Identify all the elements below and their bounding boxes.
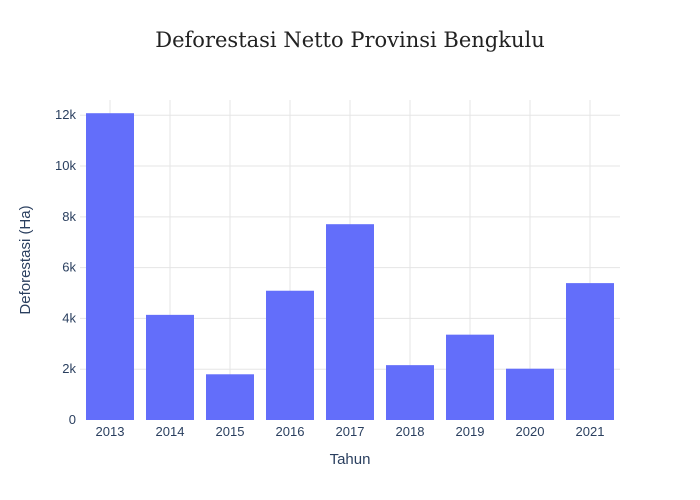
bar-2013[interactable] — [86, 113, 134, 420]
bar-2015[interactable] — [206, 374, 254, 420]
x-tick-label: 2020 — [516, 424, 545, 439]
y-axis-ticks: 0 2k 4k 6k 8k 10k 12k — [55, 107, 76, 427]
bar-2014[interactable] — [146, 314, 194, 420]
x-axis-ticks: 2013 2014 2015 2016 2017 2018 2019 2020 2021 — [96, 424, 605, 439]
y-axis-title: Deforestasi (Ha) — [17, 205, 34, 314]
bar-2019[interactable] — [446, 334, 494, 420]
y-tick-label: 6k — [62, 260, 76, 275]
x-tick-label: 2019 — [456, 424, 485, 439]
y-tick-label: 12k — [55, 107, 76, 122]
y-tick-label: 4k — [62, 310, 76, 325]
bars — [86, 113, 614, 420]
x-tick-label: 2018 — [396, 424, 425, 439]
bar-2018[interactable] — [386, 365, 434, 420]
chart-title: Deforestasi Netto Provinsi Bengkulu — [155, 28, 545, 52]
y-tick-label: 8k — [62, 209, 76, 224]
x-tick-label: 2016 — [276, 424, 305, 439]
y-tick-label: 0 — [69, 412, 76, 427]
y-tick-label: 2k — [62, 361, 76, 376]
x-tick-label: 2015 — [216, 424, 245, 439]
bar-2016[interactable] — [266, 290, 314, 420]
x-tick-label: 2014 — [156, 424, 185, 439]
bar-2020[interactable] — [506, 368, 554, 420]
x-axis-title: Tahun — [330, 451, 371, 468]
bar-2021[interactable] — [566, 283, 614, 420]
x-tick-label: 2021 — [576, 424, 605, 439]
bar-2017[interactable] — [326, 224, 374, 420]
y-tick-label: 10k — [55, 158, 76, 173]
x-tick-label: 2013 — [96, 424, 125, 439]
x-tick-label: 2017 — [336, 424, 365, 439]
